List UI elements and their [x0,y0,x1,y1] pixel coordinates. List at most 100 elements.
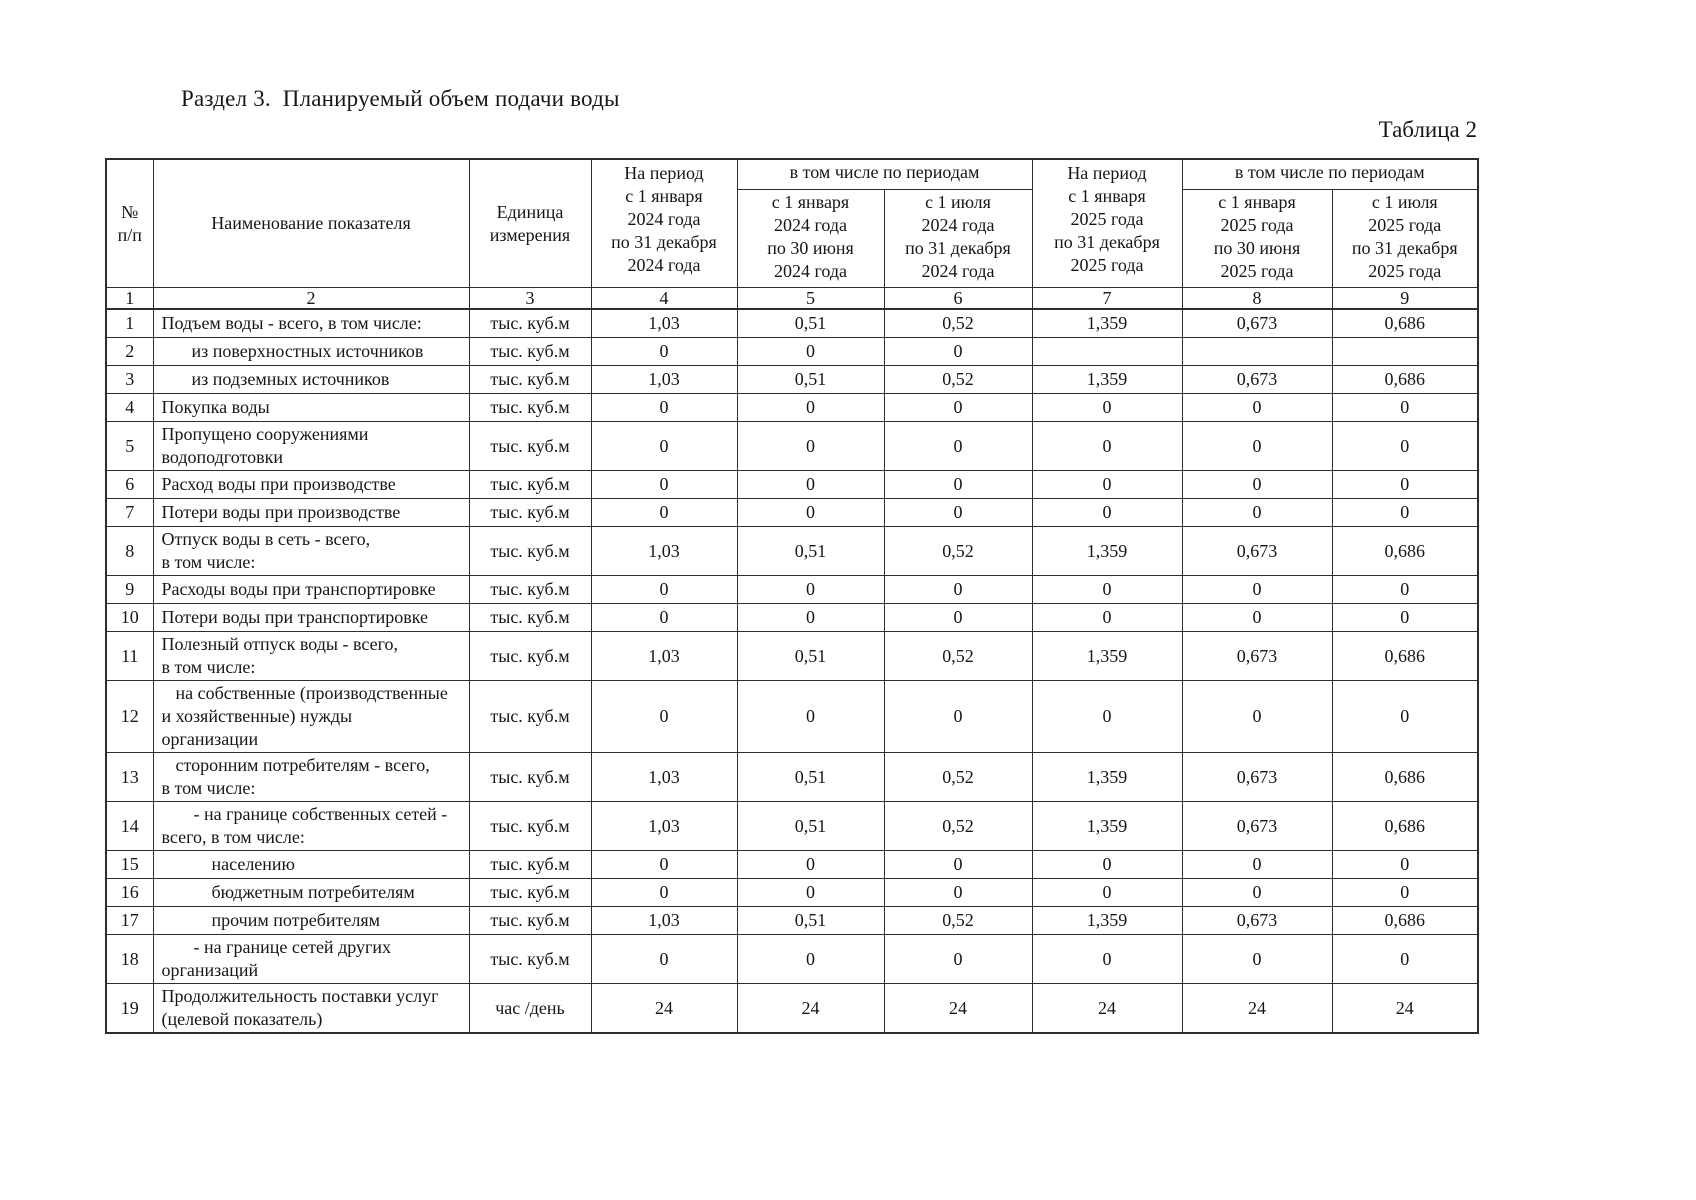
table-row: 1 Подъем воды - всего, в том числе: тыс. к… [105,308,1479,338]
unit-cell: тыс. куб.м [468,878,592,907]
value-cell: 0,52 [883,906,1033,935]
value-cell: 0 [736,421,885,471]
header-indicator-name: Наименование показателя [152,158,470,288]
value-cell: 0 [883,337,1033,366]
table-row: 8 Отпуск воды в сеть - всего, в том числе… [105,526,1479,576]
header-sub-2025-second-half: с 1 июля 2025 года по 31 декабря 2025 го… [1331,189,1479,288]
value-cell: 0 [1181,421,1333,471]
value-cell: 0 [590,470,738,499]
table-row: 17 прочим потребителям тыс. куб.м 1,03 0,51 0… [105,906,1479,935]
value-cell: 0,52 [883,752,1033,802]
row-number-cell: 16 [105,878,154,907]
value-cell: 0,51 [736,752,885,802]
column-number: 3 [468,287,592,310]
column-number: 9 [1331,287,1479,310]
value-cell: 0 [590,934,738,984]
value-cell: 0 [1331,680,1479,753]
table-row: 10 Потери воды при транспортировке тыс. ку… [105,603,1479,632]
unit-cell: тыс. куб.м [468,526,592,576]
value-cell: 0,51 [736,906,885,935]
value-cell: 0,51 [736,526,885,576]
value-cell: 1,359 [1031,365,1183,394]
header-period-2025: На период с 1 января 2025 года по 31 дек… [1031,158,1183,288]
value-cell: 0 [1331,498,1479,527]
value-cell: 0 [590,575,738,604]
value-cell: 0 [1031,850,1183,879]
column-number: 4 [590,287,738,310]
header-including-2025: в том числе по периодам [1181,158,1479,190]
value-cell: 0,686 [1331,801,1479,851]
value-cell: 0 [1181,878,1333,907]
indicator-name-cell: Покупка воды [152,393,470,422]
unit-cell: тыс. куб.м [468,308,592,338]
value-cell: 0 [1181,575,1333,604]
value-cell: 0,52 [883,631,1033,681]
value-cell: 0 [1181,498,1333,527]
value-cell: 0 [1181,470,1333,499]
indicator-name-cell: Расходы воды при транспортировке [152,575,470,604]
value-cell: 0 [736,603,885,632]
value-cell: 0,52 [883,308,1033,338]
indicator-name-cell: Продолжительность поставки услуг (целево… [152,983,470,1034]
table-number-label: Таблица 2 [1378,117,1477,142]
unit-cell: тыс. куб.м [468,421,592,471]
unit-cell: тыс. куб.м [468,575,592,604]
value-cell: 0 [1331,878,1479,907]
row-number-cell: 18 [105,934,154,984]
table-row: 2 из поверхностных источников тыс. куб.м 0 0… [105,337,1479,366]
unit-cell: тыс. куб.м [468,337,592,366]
table-row: 13 сторонним потребителям - всего, в том … [105,752,1479,802]
column-number: 1 [105,287,154,310]
value-cell: 0,673 [1181,906,1333,935]
value-cell: 24 [1181,983,1333,1034]
unit-cell: час /день [468,983,592,1034]
unit-cell: тыс. куб.м [468,906,592,935]
row-number-cell: 1 [105,308,154,338]
value-cell: 0 [1031,934,1183,984]
row-number-cell: 5 [105,421,154,471]
table-row: 11 Полезный отпуск воды - всего, в том чи… [105,631,1479,681]
value-cell: 0,51 [736,308,885,338]
value-cell: 0,51 [736,631,885,681]
value-cell: 0 [590,421,738,471]
value-cell: 0 [736,575,885,604]
value-cell [1331,337,1479,366]
value-cell: 0 [1331,470,1479,499]
value-cell: 0 [883,575,1033,604]
value-cell: 1,03 [590,365,738,394]
value-cell: 0,52 [883,365,1033,394]
value-cell: 0 [736,498,885,527]
value-cell: 0 [736,680,885,753]
value-cell: 0,673 [1181,365,1333,394]
indicator-name-cell: из поверхностных источников [152,337,470,366]
value-cell: 0,673 [1181,308,1333,338]
value-cell: 0 [883,393,1033,422]
row-number-cell: 11 [105,631,154,681]
row-number-cell: 15 [105,850,154,879]
unit-cell: тыс. куб.м [468,498,592,527]
row-number-cell: 12 [105,680,154,753]
value-cell: 0 [736,878,885,907]
value-cell [1031,337,1183,366]
value-cell: 0 [1181,850,1333,879]
value-cell: 1,03 [590,752,738,802]
row-number-cell: 17 [105,906,154,935]
value-cell: 1,359 [1031,801,1183,851]
row-number-cell: 4 [105,393,154,422]
header-sub-2025-first-half: с 1 января 2025 года по 30 июня 2025 год… [1181,189,1333,288]
value-cell: 0,686 [1331,308,1479,338]
indicator-name-cell: прочим потребителям [152,906,470,935]
value-cell: 0 [1331,421,1479,471]
table-row: 18- на границе сетей других организаций т… [105,934,1479,984]
value-cell: 0,686 [1331,906,1479,935]
value-cell: 0 [736,470,885,499]
value-cell: 0,673 [1181,801,1333,851]
value-cell: 0,51 [736,801,885,851]
value-cell: 24 [1031,983,1183,1034]
indicator-name-cell: Полезный отпуск воды - всего, в том числ… [152,631,470,681]
unit-cell: тыс. куб.м [468,603,592,632]
header-sub-2024-second-half: с 1 июля 2024 года по 31 декабря 2024 го… [883,189,1033,288]
indicator-name-cell: Потери воды при производстве [152,498,470,527]
value-cell: 0 [1181,393,1333,422]
